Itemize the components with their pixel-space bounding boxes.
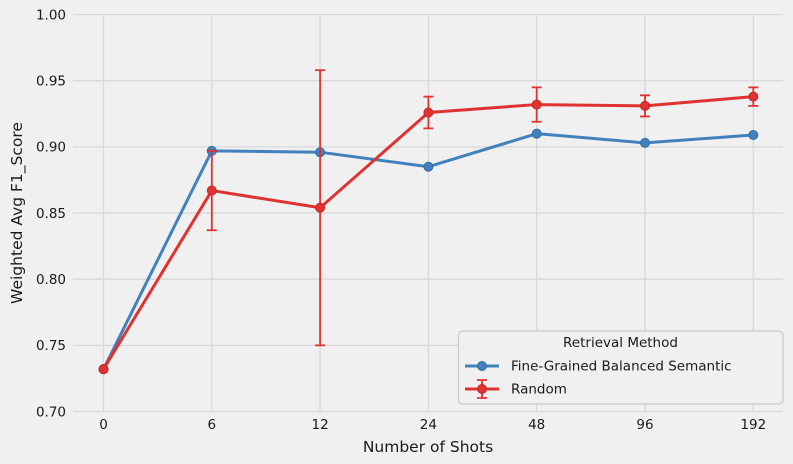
x-axis-label: Number of Shots (363, 438, 493, 456)
x-tick-label: 48 (528, 417, 545, 433)
x-tick-label: 24 (420, 417, 437, 433)
legend-box (457, 330, 784, 405)
legend-entry-fine-grained: Fine-Grained Balanced Semantic (465, 359, 732, 375)
data-point (748, 91, 759, 102)
legend-title: Retrieval Method (563, 335, 678, 351)
y-tick-label: 1.00 (36, 7, 66, 23)
x-tick-label: 6 (208, 417, 217, 433)
x-tick-label: 0 (99, 417, 108, 433)
x-tick-label: 96 (636, 417, 653, 433)
data-point (98, 364, 109, 375)
y-tick-label: 0.75 (36, 338, 66, 354)
data-point (640, 100, 650, 111)
x-tick-label: 192 (740, 417, 766, 433)
data-point (206, 185, 217, 196)
x-tick-label: 12 (312, 417, 329, 433)
legend-entry-random: Random (465, 379, 567, 399)
series-1 (98, 69, 759, 375)
series-layer (98, 69, 759, 375)
data-point (423, 107, 434, 118)
legend-marker-blue (477, 361, 487, 371)
y-tick-label: 0.70 (36, 404, 66, 420)
y-tick-label: 0.95 (36, 74, 66, 90)
y-tick-label: 0.90 (36, 140, 66, 156)
y-axis-label: Weighted Avg F1_Score (8, 122, 27, 304)
tick-layer: 0.70 0.75 0.80 0.85 0.90 0.95 1.00 0 6 12 24 48 96 19… (36, 7, 766, 433)
legend: Retrieval Method Fine-Grained Balanced S… (457, 330, 784, 405)
legend-label-random: Random (511, 382, 567, 398)
data-point (748, 129, 759, 140)
y-tick-label: 0.85 (36, 206, 66, 222)
data-point (640, 137, 650, 148)
legend-marker-red (477, 384, 487, 394)
legend-label-fine-grained: Fine-Grained Balanced Semantic (511, 359, 732, 375)
data-point (315, 202, 326, 213)
y-tick-label: 0.80 (36, 272, 66, 288)
data-point (531, 99, 542, 110)
data-point (423, 161, 434, 172)
data-point (531, 128, 542, 139)
